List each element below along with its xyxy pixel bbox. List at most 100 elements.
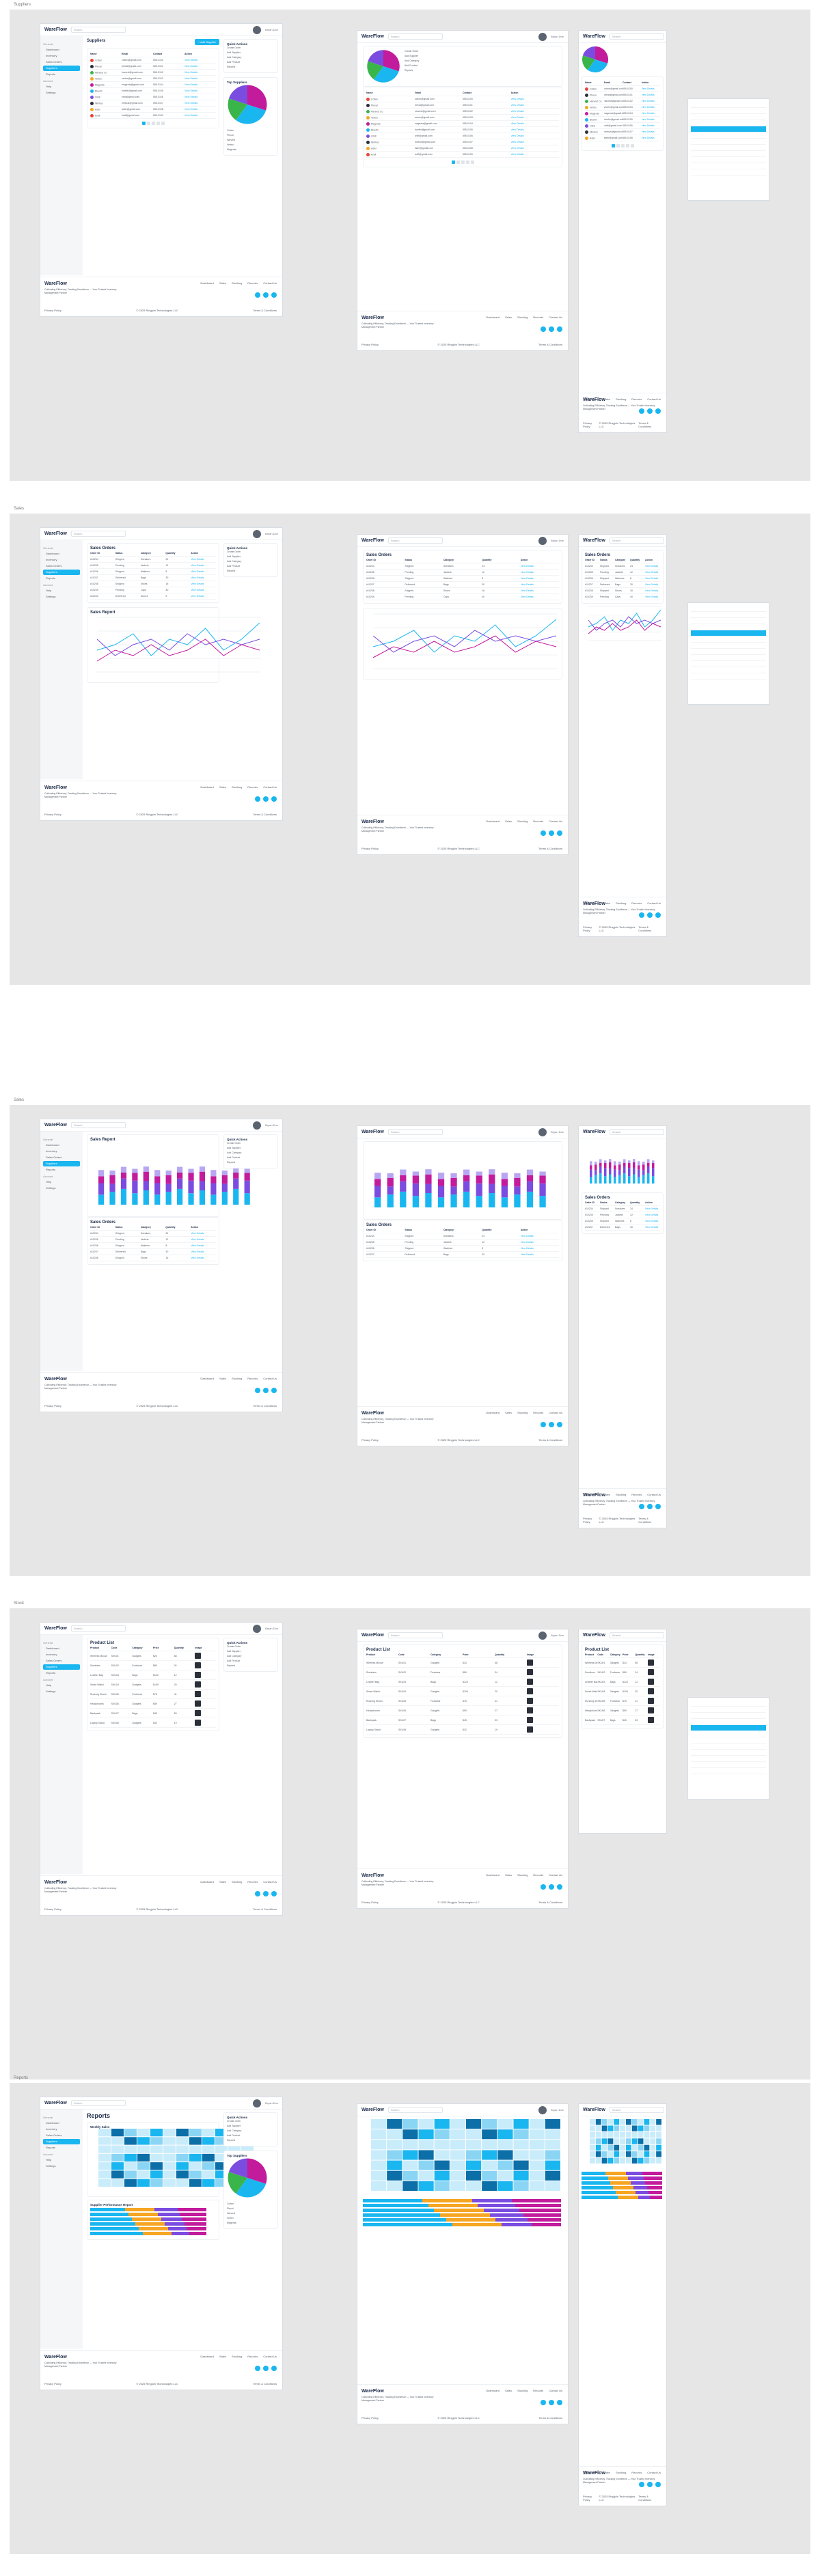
dropdown-option[interactable] bbox=[691, 1750, 766, 1756]
twitter-icon[interactable] bbox=[557, 326, 562, 332]
footer-link-2[interactable]: Stocking bbox=[231, 1377, 243, 1380]
dropdown-option[interactable] bbox=[691, 126, 766, 132]
avatar[interactable] bbox=[253, 1121, 262, 1130]
table-row[interactable]: #10237 Delivered Bags 30 View Details bbox=[585, 1224, 660, 1231]
footer-link-3[interactable]: Records bbox=[631, 2471, 642, 2474]
view-details-link[interactable]: View Details bbox=[641, 124, 655, 127]
dropdown-option[interactable] bbox=[691, 606, 766, 612]
footer-link-1[interactable]: Sales bbox=[603, 2471, 610, 2474]
instagram-icon[interactable] bbox=[549, 1422, 554, 1427]
footer-link-0[interactable]: Dashboard bbox=[486, 1411, 500, 1414]
brand-logo[interactable]: WareFlow bbox=[44, 1123, 67, 1128]
table-row[interactable]: Aster aster@gmail.com 555-0108 View Details bbox=[366, 145, 559, 152]
instagram-icon[interactable] bbox=[647, 408, 653, 414]
table-row[interactable]: Plexal plexal@gmail.com 555-0101 View Detai… bbox=[585, 92, 660, 98]
footer-link-2[interactable]: Stocking bbox=[231, 785, 243, 789]
table-row[interactable]: Cotton cotton@gmail.com 555-0100 View Detai… bbox=[366, 96, 559, 102]
privacy-link[interactable]: Privacy Policy bbox=[361, 847, 379, 850]
view-details-link[interactable]: View Details bbox=[641, 137, 655, 139]
twitter-icon[interactable] bbox=[655, 1504, 661, 1509]
view-details-link[interactable]: View Details bbox=[510, 98, 524, 100]
footer-link-4[interactable]: Contact Us bbox=[549, 2389, 562, 2392]
view-details-link[interactable]: View Details bbox=[510, 110, 524, 113]
privacy-link[interactable]: Privacy Policy bbox=[361, 2416, 379, 2420]
instagram-icon[interactable] bbox=[263, 796, 269, 802]
footer-link-2[interactable]: Stocking bbox=[615, 901, 627, 905]
sidebar-item-dashboard[interactable]: Dashboard bbox=[46, 48, 59, 51]
page-button[interactable] bbox=[451, 160, 455, 164]
quick-action-item[interactable]: Add Product bbox=[227, 565, 241, 568]
search-input[interactable]: Search bbox=[609, 2107, 664, 2113]
sidebar-item-help[interactable]: Help bbox=[46, 85, 52, 88]
dropdown-option[interactable] bbox=[691, 649, 766, 655]
quick-action-item[interactable]: Add Category bbox=[227, 1655, 242, 1657]
table-row[interactable]: Orbit orbit@gmail.com 555-0106 View Details bbox=[366, 133, 559, 139]
facebook-icon[interactable] bbox=[639, 1504, 644, 1509]
quick-action-item[interactable]: Reports bbox=[227, 1161, 236, 1164]
dropdown-option[interactable] bbox=[691, 667, 766, 673]
privacy-link[interactable]: Privacy Policy bbox=[583, 2495, 592, 2502]
instagram-icon[interactable] bbox=[647, 2482, 653, 2487]
view-details-link[interactable]: View Details bbox=[184, 65, 198, 68]
sidebar-item-inventory[interactable]: Inventory bbox=[46, 2127, 57, 2131]
view-details-link[interactable]: View Details bbox=[184, 71, 198, 74]
view-details-link[interactable]: View Details bbox=[191, 570, 204, 573]
footer-link-1[interactable]: Sales bbox=[603, 901, 610, 905]
view-details-link[interactable]: View Details bbox=[510, 153, 524, 156]
brand-logo[interactable]: WareFlow bbox=[361, 2108, 384, 2112]
footer-link-4[interactable]: Contact Us bbox=[647, 397, 661, 401]
twitter-icon[interactable] bbox=[271, 2366, 277, 2371]
add-supplier-button[interactable]: + Add Supplier bbox=[194, 39, 219, 45]
quick-action-item[interactable]: Add Supplier bbox=[227, 1650, 241, 1653]
footer-link-1[interactable]: Sales bbox=[219, 1880, 226, 1884]
quick-action-item[interactable]: Create Order bbox=[227, 46, 241, 49]
quick-action-item[interactable]: Reports bbox=[227, 1664, 236, 1667]
privacy-link[interactable]: Privacy Policy bbox=[361, 343, 379, 346]
view-details-link[interactable]: View Details bbox=[520, 577, 534, 580]
table-row[interactable]: Smart Watch SKU04 Gadgets $199 20 bbox=[366, 1687, 559, 1696]
quick-action-item[interactable]: Reports bbox=[227, 66, 236, 68]
dropdown-option[interactable] bbox=[691, 108, 766, 114]
table-row[interactable]: #10234 Shipped Sneakers 24 View Details bbox=[90, 557, 216, 563]
footer-link-0[interactable]: Dashboard bbox=[584, 2471, 598, 2474]
footer-link-3[interactable]: Records bbox=[631, 1493, 642, 1496]
instagram-icon[interactable] bbox=[549, 1884, 554, 1890]
privacy-link[interactable]: Privacy Policy bbox=[44, 2382, 62, 2385]
view-details-link[interactable]: View Details bbox=[184, 77, 198, 80]
dropdown-option[interactable] bbox=[691, 163, 766, 169]
view-details-link[interactable]: View Details bbox=[645, 583, 659, 586]
twitter-icon[interactable] bbox=[557, 1884, 562, 1890]
quick-action-item[interactable]: Create Order bbox=[227, 1645, 241, 1648]
dropdown-option[interactable] bbox=[691, 1737, 766, 1744]
instagram-icon[interactable] bbox=[549, 830, 554, 836]
facebook-icon[interactable] bbox=[255, 796, 260, 802]
search-input[interactable]: Search bbox=[609, 1129, 664, 1135]
terms-link[interactable]: Terms & Conditions bbox=[538, 1901, 562, 1904]
table-row[interactable]: #10236 Shipped Watches 8 View Details bbox=[585, 1218, 660, 1224]
page-button[interactable] bbox=[616, 144, 620, 148]
sidebar-item-dashboard[interactable]: Dashboard bbox=[46, 552, 59, 555]
sidebar-item-settings[interactable]: Settings bbox=[46, 1690, 56, 1693]
dropdown-option[interactable] bbox=[691, 624, 766, 630]
view-details-link[interactable]: View Details bbox=[510, 147, 524, 150]
table-row[interactable]: Cotton cotton@gmail.com 555-0100 View Detai… bbox=[585, 86, 660, 92]
search-input[interactable]: Search bbox=[609, 33, 664, 40]
sidebar-item-inventory[interactable]: Inventory bbox=[46, 1149, 57, 1153]
sidebar-item-sales-orders[interactable]: Sales Orders bbox=[46, 564, 62, 568]
page-button[interactable] bbox=[461, 160, 465, 164]
search-input[interactable]: Search bbox=[387, 1632, 443, 1638]
footer-link-1[interactable]: Sales bbox=[603, 397, 610, 401]
footer-logo[interactable]: WareFlow bbox=[361, 1873, 564, 1878]
instagram-icon[interactable] bbox=[549, 2400, 554, 2405]
footer-link-0[interactable]: Dashboard bbox=[200, 785, 214, 789]
terms-link[interactable]: Terms & Conditions bbox=[538, 2416, 562, 2420]
twitter-icon[interactable] bbox=[271, 1891, 277, 1896]
terms-link[interactable]: Terms & Conditions bbox=[638, 2495, 652, 2502]
brand-logo[interactable]: WareFlow bbox=[44, 2101, 67, 2105]
avatar[interactable] bbox=[253, 1624, 262, 1633]
dropdown-option[interactable] bbox=[691, 636, 766, 643]
view-details-link[interactable]: View Details bbox=[191, 564, 204, 567]
